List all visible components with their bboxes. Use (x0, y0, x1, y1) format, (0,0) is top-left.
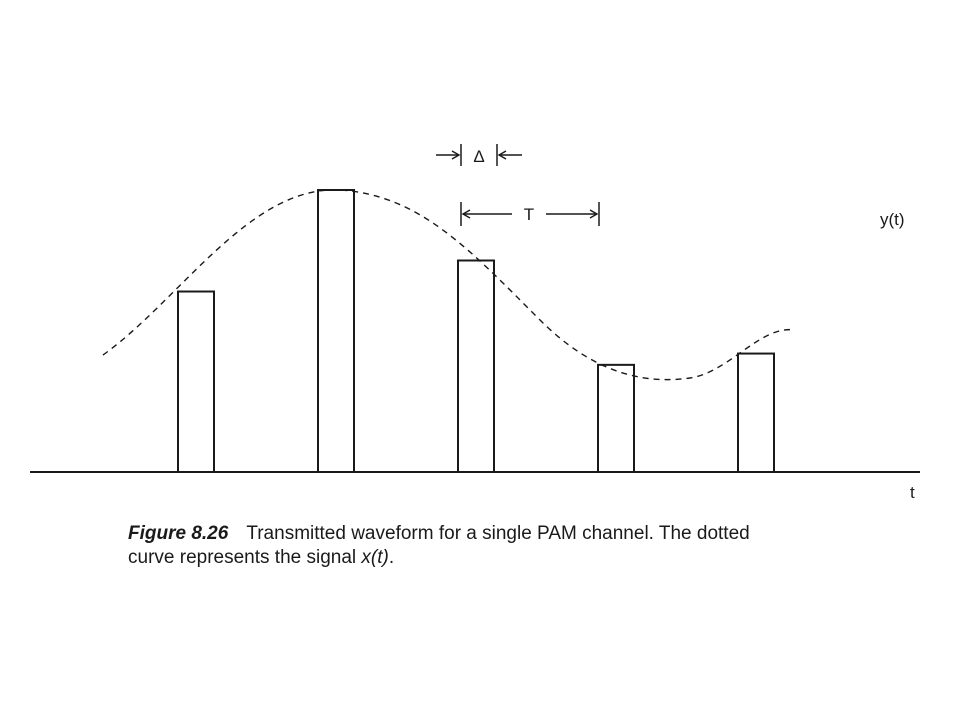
signal-label: y(t) (880, 210, 905, 229)
pulse-5 (737, 352, 775, 473)
pulse-width-marker: Δ (436, 144, 522, 166)
caption-text-2: curve represents the signal (128, 547, 362, 568)
caption-line-1: Figure 8.26 Transmitted waveform for a si… (128, 522, 848, 546)
pulse-1 (177, 290, 215, 473)
period-label: T (524, 205, 534, 224)
pulse-group (177, 189, 775, 473)
time-axis-label: t (910, 483, 915, 502)
pulse-4 (597, 363, 635, 473)
period-marker: T (460, 202, 600, 226)
figure-caption: Figure 8.26 Transmitted waveform for a si… (128, 522, 848, 570)
caption-suffix: . (388, 547, 395, 568)
pulse-2 (317, 189, 355, 473)
caption-math: x(t) (361, 547, 389, 568)
caption-text-1: Transmitted waveform for a single PAM ch… (246, 523, 750, 544)
pulse-width-label: Δ (473, 147, 484, 166)
pulse-3 (457, 259, 495, 473)
caption-line-2: curve represents the signal x(t). (128, 546, 848, 570)
figure-number: Figure 8.26 (128, 523, 229, 544)
signal-curve (102, 189, 796, 381)
